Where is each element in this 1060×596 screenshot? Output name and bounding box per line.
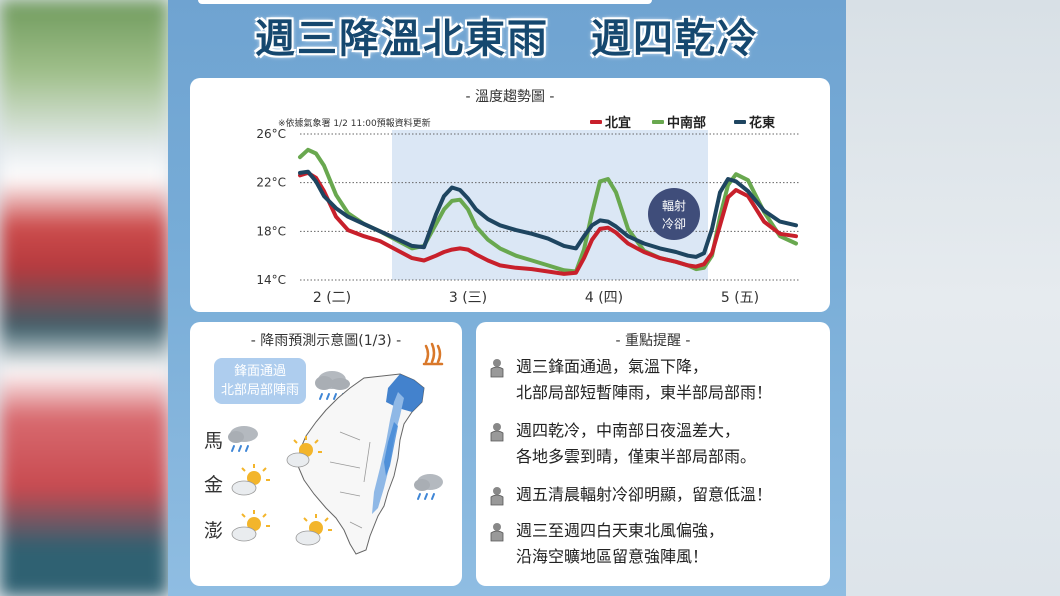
annotation-bubble [648,188,700,240]
y-tick-label: 26°C [256,127,286,141]
island-label-matsu: 馬 [204,430,224,452]
blurred-background-right [846,0,1060,596]
front-badge: 鋒面通過 北部局部陣雨 [214,358,306,404]
tip-line: 週三至週四白天東北風偏強， [516,521,725,540]
legend-label: 中南部 [667,115,706,131]
person-coat-icon [490,487,504,506]
sun-cloud-icon [295,514,332,546]
tip-line: 週三鋒面通過，氣溫下降， [516,357,709,376]
legend-swatch [734,120,746,124]
x-tick-label: 4 (四) [585,290,623,306]
rain-map-illustration [228,342,444,555]
chart-title: - 溫度趨勢圖 - [465,89,555,105]
key-reminders-panel: - 重點提醒 - 週三鋒面通過，氣溫下降， 北部局部短暫陣雨，東半部局部雨！ 週… [476,322,830,586]
y-tick-label: 22°C [256,176,286,190]
sun-cloud-icon [231,464,270,496]
headline: 週三降溫北東雨 週四乾冷 [255,16,759,62]
cloud-rain-icon [228,426,258,452]
legend-swatch [652,120,664,124]
cloud-rain-icon [315,371,350,400]
person-coat-icon [490,523,504,542]
person-coat-icon [490,359,504,378]
tip-line: 沿海空曠地區留意強陣風！ [516,547,709,566]
sun-cloud-icon [231,510,270,542]
strong-wind-icon [422,342,444,366]
tip-line: 北部局部短暫陣雨，東半部局部雨！ [516,383,773,402]
temperature-chart: 26°C 22°C 18°C 14°C 2 (二) 3 (三) 4 (四) 5 (五) 北宜 中南… [256,115,800,306]
tip-line: 週五清晨輻射冷卻明顯，留意低溫！ [516,485,773,504]
series-line-2 [298,169,798,259]
x-tick-label: 3 (三) [449,290,487,306]
x-tick-label: 2 (二) [313,290,351,306]
front-badge-line1: 鋒面通過 [233,364,286,379]
x-tick-label: 5 (五) [721,290,759,306]
front-badge-line2: 北部局部陣雨 [220,383,299,398]
legend-label: 北宜 [605,115,631,131]
island-label-penghu: 澎 [204,520,224,542]
tip-line: 週四乾冷，中南部日夜溫差大， [516,421,741,440]
sun-cloud-icon [286,436,322,468]
legend-swatch [590,120,602,124]
y-tick-label: 14°C [256,273,286,287]
cloud-rain-icon [414,474,443,500]
y-tick-label: 18°C [256,224,286,238]
taiwan-map [297,373,425,555]
series-line-0 [298,170,798,276]
temperature-chart-panel: - 溫度趨勢圖 - ※依據氣象署 1/2 11:00預報資料更新 26°C 22°… [190,78,830,312]
island-label-kinmen: 金 [204,474,224,496]
annotation-text: 輻射 [662,198,686,213]
annotation-text: 冷卻 [662,217,686,231]
weather-poster: 週三降溫北東雨 週四乾冷 - 溫度趨勢圖 - ※依據氣象署 1/2 11:00預… [168,0,846,596]
blurred-background-left [0,0,168,596]
legend-label: 花東 [749,115,775,131]
tips-panel-title: - 重點提醒 - [615,333,691,349]
chart-source-note: ※依據氣象署 1/2 11:00預報資料更新 [278,119,431,129]
rain-panel-title: - 降雨預測示意圖(1/3) - [250,333,402,349]
person-coat-icon [490,423,504,442]
top-band [198,0,652,4]
rain-forecast-panel: - 降雨預測示意圖(1/3) - 鋒面通過 北部局部陣雨 馬 金 澎 [190,322,462,586]
tip-line: 各地多雲到晴，僅東半部局部雨。 [516,447,757,466]
